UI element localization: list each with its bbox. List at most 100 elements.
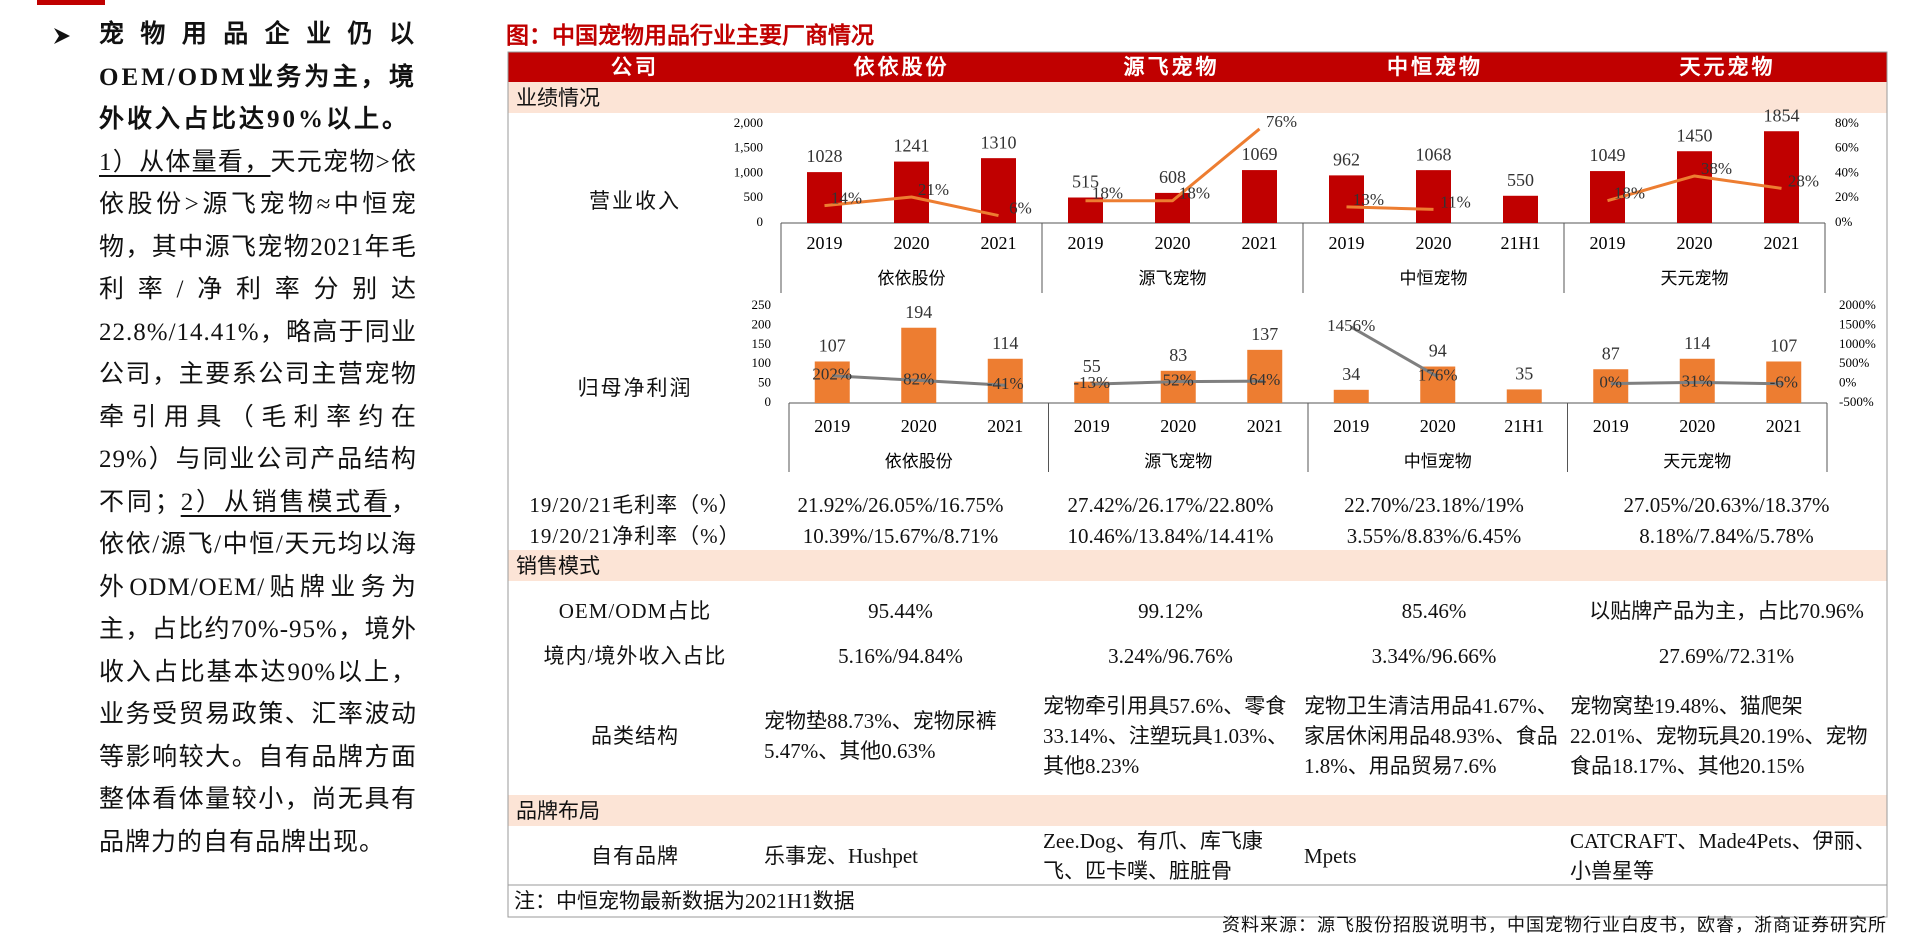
bar xyxy=(1416,170,1451,223)
line-value-label: -41% xyxy=(987,374,1024,393)
header-cell: 依依股份 xyxy=(853,55,950,79)
x-tick-label: 2020 xyxy=(1160,416,1196,436)
bar xyxy=(1155,192,1190,223)
line-value-label: -6% xyxy=(1770,373,1798,392)
bar-value-label: 94 xyxy=(1429,341,1447,361)
bar xyxy=(1677,151,1712,223)
header-cell: 源飞宠物 xyxy=(1123,55,1220,79)
table-cell: 宠物窝垫19.48%、猫爬架22.01%、宠物玩具20.19%、宠物食品18.1… xyxy=(1570,694,1868,778)
line-value-label: 28% xyxy=(1788,171,1819,190)
y2-tick-label: 1500% xyxy=(1839,316,1876,331)
x-tick-label: 2019 xyxy=(1068,233,1104,253)
bar xyxy=(1593,369,1629,403)
x-tick-label: 2020 xyxy=(1679,416,1715,436)
row-label: 境内/境外收入占比 xyxy=(543,644,727,668)
bar-value-label: 1068 xyxy=(1416,144,1452,164)
bar-value-label: 1049 xyxy=(1590,145,1626,165)
table-cell: 27.42%/26.17%/22.80% xyxy=(1067,493,1274,517)
section-title: 销售模式 xyxy=(516,553,600,578)
x-tick-label: 2019 xyxy=(1590,233,1626,253)
section-band xyxy=(508,795,1887,826)
line xyxy=(1346,205,1434,211)
line-value-label: 176% xyxy=(1418,366,1458,385)
row-label: 自有品牌 xyxy=(591,844,679,868)
line-value-label: 38% xyxy=(1701,159,1732,178)
table-cell: 27.69%/72.31% xyxy=(1658,644,1795,668)
heading: 宠物用品企业仍以OEM/ODM业务为主，境外收入占比达90%以上。 xyxy=(99,21,417,133)
line-value-label: 52% xyxy=(1163,370,1194,389)
bar xyxy=(1679,358,1715,403)
line-value-label: 0% xyxy=(1599,373,1622,392)
line-value-label: 13% xyxy=(1353,190,1384,209)
table-cell: 99.12% xyxy=(1138,599,1203,623)
x-tick-label: 2020 xyxy=(1420,416,1456,436)
table-cell: Mpets xyxy=(1304,844,1357,868)
x-tick-label: 2019 xyxy=(1593,416,1629,436)
table-note: 注：中恒宠物最新数据为2021H1数据 xyxy=(514,889,855,913)
group-name: 中恒宠物 xyxy=(1400,269,1468,288)
row-label: 品类结构 xyxy=(591,724,679,748)
body-text: 1）从体量看，天元宠物>依依股份>源飞宠物≈中恒宠物，其中源飞宠物2021年毛利… xyxy=(99,142,417,865)
x-tick-label: 2021 xyxy=(981,233,1017,253)
line-value-label: 18% xyxy=(1092,184,1123,203)
body-part: 天元宠物>依依股份>源飞宠物≈中恒宠物，其中源飞宠物2021年毛利率/净利率分别… xyxy=(99,148,417,516)
y-tick-label: 50 xyxy=(758,375,771,390)
line-value-label: 6% xyxy=(1009,198,1032,217)
table-cell: 3.34%/96.66% xyxy=(1371,644,1497,668)
x-tick-label: 2021 xyxy=(1764,233,1800,253)
section-band xyxy=(508,82,1887,113)
x-tick-label: 2021 xyxy=(987,416,1023,436)
y2-tick-label: 2000% xyxy=(1839,297,1876,312)
header-cell: 天元宠物 xyxy=(1679,55,1776,79)
line-value-label: 14% xyxy=(831,189,862,208)
bar-value-label: 1310 xyxy=(981,132,1017,152)
table-cell: 10.46%/13.84%/14.41% xyxy=(1067,524,1274,548)
x-tick-label: 2020 xyxy=(901,416,937,436)
line xyxy=(1607,174,1782,203)
bar-value-label: 550 xyxy=(1507,170,1534,190)
x-tick-label: 2019 xyxy=(1333,416,1369,436)
section-title: 品牌布局 xyxy=(516,798,600,823)
left-text: 宠物用品企业仍以OEM/ODM业务为主，境外收入占比达90%以上。 1）从体量看… xyxy=(99,14,417,864)
bar-value-label: 83 xyxy=(1169,345,1187,365)
table-cell: 宠物牵引用具57.6%、零食33.14%、注塑玩具1.03%、其他8.23% xyxy=(1043,694,1288,778)
row-label: 营业收入 xyxy=(589,189,681,213)
line xyxy=(1091,379,1265,386)
line-value-label: 31% xyxy=(1682,371,1713,390)
line-value-label: 18% xyxy=(1614,184,1645,203)
bar-value-label: 1241 xyxy=(894,136,930,156)
bar xyxy=(814,361,850,403)
x-tick-label: 2021 xyxy=(1247,416,1283,436)
bar-value-label: 35 xyxy=(1515,364,1533,384)
line xyxy=(1610,380,1784,386)
table-cell: 5.16%/94.84% xyxy=(838,644,963,668)
bar xyxy=(1503,195,1538,223)
y2-tick-label: 20% xyxy=(1835,189,1859,204)
bar-value-label: 137 xyxy=(1251,324,1278,344)
group-name: 源飞宠物 xyxy=(1144,452,1212,471)
bar-value-label: 34 xyxy=(1342,364,1360,384)
group-name: 依依股份 xyxy=(878,269,946,288)
bar xyxy=(1160,370,1196,403)
x-tick-label: 2020 xyxy=(1677,233,1713,253)
bar-value-label: 194 xyxy=(905,302,932,322)
bar xyxy=(1247,349,1283,403)
table-cell: 21.92%/26.05%/16.75% xyxy=(797,493,1004,517)
x-tick-label: 2020 xyxy=(894,233,930,253)
table-cell: 95.44% xyxy=(868,599,933,623)
group-name: 中恒宠物 xyxy=(1404,452,1472,471)
bar xyxy=(1506,389,1542,403)
row-label: OEM/ODM占比 xyxy=(558,599,712,623)
header-cell: 中恒宠物 xyxy=(1387,55,1483,79)
table-cell: 乐事宠、Hushpet xyxy=(764,844,918,868)
line-value-label: 18% xyxy=(1179,184,1210,203)
bar-value-label: 1450 xyxy=(1677,125,1713,145)
corner-mark xyxy=(37,0,105,5)
line-value-label: -13% xyxy=(1073,373,1110,392)
x-tick-label: 2020 xyxy=(1155,233,1191,253)
y-tick-label: 1,000 xyxy=(734,164,763,179)
bar-value-label: 1028 xyxy=(807,146,843,166)
body-part: 1）从体量看， xyxy=(99,148,271,176)
line xyxy=(1350,325,1439,379)
y-tick-label: 0 xyxy=(757,214,764,229)
